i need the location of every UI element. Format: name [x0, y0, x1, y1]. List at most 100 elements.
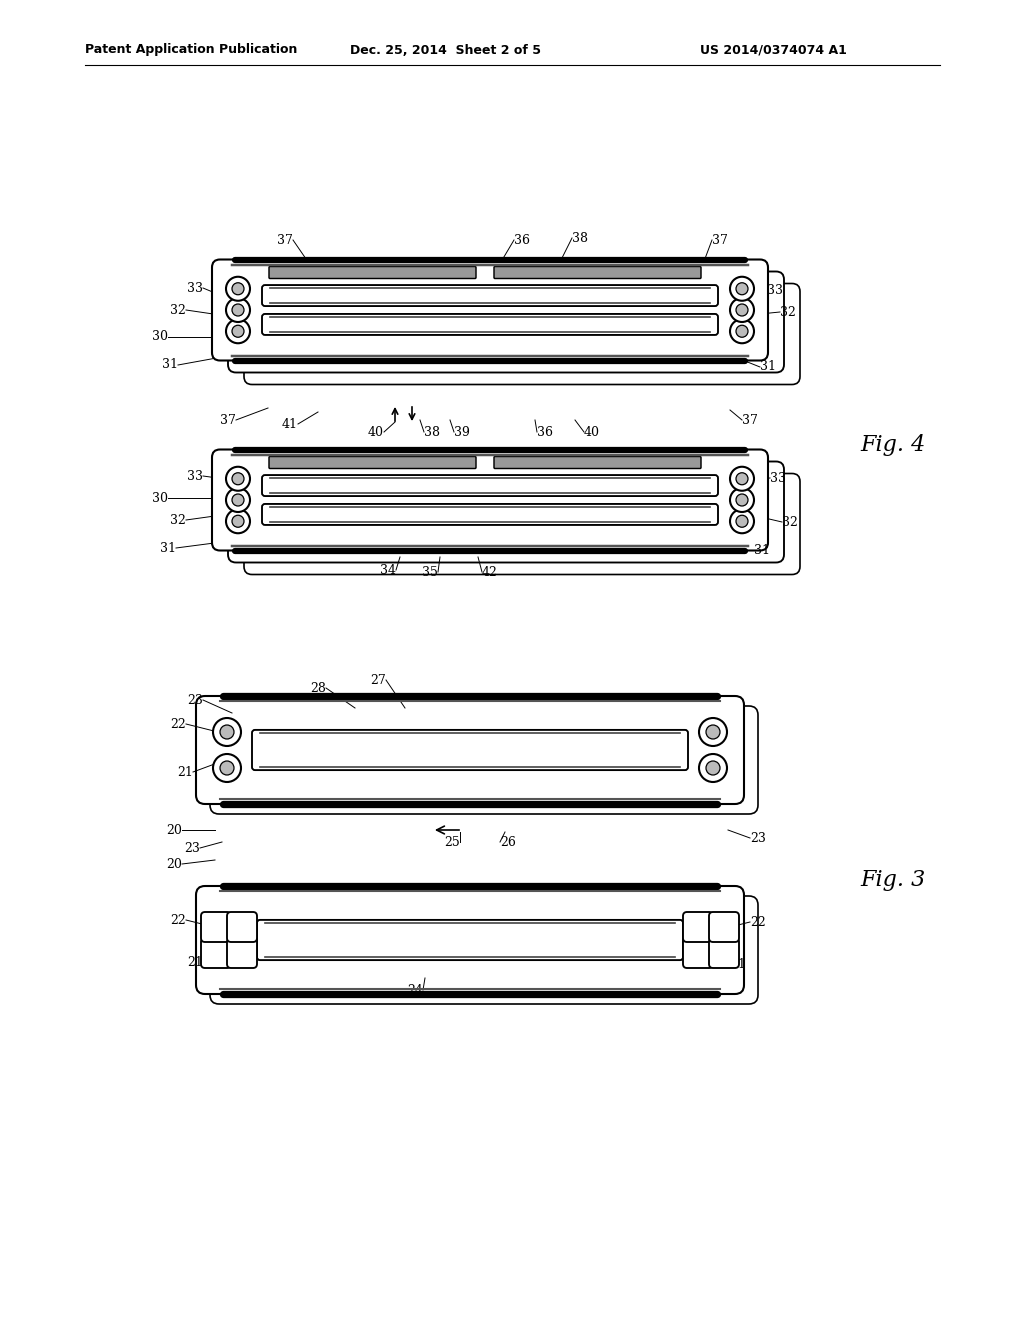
FancyBboxPatch shape: [201, 912, 231, 942]
Circle shape: [226, 319, 250, 343]
Text: 33: 33: [187, 281, 203, 294]
Circle shape: [736, 282, 748, 294]
FancyBboxPatch shape: [269, 267, 476, 279]
Text: 38: 38: [424, 425, 440, 438]
FancyBboxPatch shape: [262, 504, 718, 525]
FancyBboxPatch shape: [262, 475, 718, 496]
Text: 21: 21: [730, 957, 745, 970]
FancyBboxPatch shape: [210, 896, 758, 1005]
FancyBboxPatch shape: [683, 912, 713, 942]
FancyBboxPatch shape: [494, 267, 701, 279]
Circle shape: [730, 277, 754, 301]
Text: 20: 20: [166, 858, 182, 870]
Text: 31: 31: [162, 359, 178, 371]
FancyBboxPatch shape: [262, 314, 718, 335]
Circle shape: [736, 325, 748, 337]
Circle shape: [226, 277, 250, 301]
Circle shape: [730, 319, 754, 343]
Circle shape: [730, 510, 754, 533]
Circle shape: [736, 304, 748, 315]
Text: 39: 39: [454, 425, 470, 438]
Text: 33: 33: [770, 471, 786, 484]
Text: 20: 20: [166, 824, 182, 837]
FancyBboxPatch shape: [228, 272, 784, 372]
Circle shape: [699, 718, 727, 746]
Circle shape: [220, 762, 234, 775]
Text: 23: 23: [750, 832, 766, 845]
Circle shape: [232, 494, 244, 506]
Text: 37: 37: [712, 234, 728, 247]
Text: 21: 21: [187, 956, 203, 969]
Text: 34: 34: [380, 564, 396, 577]
FancyBboxPatch shape: [269, 457, 476, 469]
FancyBboxPatch shape: [244, 284, 800, 384]
FancyBboxPatch shape: [252, 730, 688, 770]
Text: 23: 23: [187, 693, 203, 706]
Circle shape: [226, 298, 250, 322]
Text: 41: 41: [282, 417, 298, 430]
Circle shape: [232, 515, 244, 527]
FancyBboxPatch shape: [201, 939, 231, 968]
Text: 36: 36: [537, 425, 553, 438]
Text: Patent Application Publication: Patent Application Publication: [85, 44, 297, 57]
Text: 35: 35: [422, 565, 438, 578]
FancyBboxPatch shape: [244, 474, 800, 574]
FancyBboxPatch shape: [212, 260, 768, 360]
Circle shape: [232, 325, 244, 337]
Text: 37: 37: [278, 234, 293, 247]
Circle shape: [736, 473, 748, 484]
Circle shape: [232, 473, 244, 484]
Text: 31: 31: [160, 541, 176, 554]
Text: 40: 40: [584, 425, 600, 438]
Text: Dec. 25, 2014  Sheet 2 of 5: Dec. 25, 2014 Sheet 2 of 5: [350, 44, 541, 57]
Text: 21: 21: [177, 766, 193, 779]
FancyBboxPatch shape: [262, 285, 718, 306]
FancyBboxPatch shape: [494, 457, 701, 469]
FancyBboxPatch shape: [227, 912, 257, 942]
Text: 23: 23: [184, 842, 200, 854]
Text: 30: 30: [152, 491, 168, 504]
Circle shape: [730, 488, 754, 512]
Text: 32: 32: [780, 305, 796, 318]
Text: 40: 40: [368, 425, 384, 438]
Circle shape: [226, 510, 250, 533]
Text: 37: 37: [220, 413, 236, 426]
FancyBboxPatch shape: [196, 886, 744, 994]
FancyBboxPatch shape: [227, 939, 257, 968]
Text: 30: 30: [152, 330, 168, 343]
FancyBboxPatch shape: [196, 696, 744, 804]
Text: 27: 27: [370, 673, 386, 686]
Text: 22: 22: [170, 718, 186, 730]
Circle shape: [220, 725, 234, 739]
Circle shape: [736, 515, 748, 527]
Text: 32: 32: [170, 304, 186, 317]
Text: 24: 24: [408, 983, 423, 997]
Circle shape: [226, 467, 250, 491]
Text: 33: 33: [187, 470, 203, 483]
Text: 33: 33: [767, 284, 783, 297]
Text: 22: 22: [170, 913, 186, 927]
FancyBboxPatch shape: [709, 912, 739, 942]
Circle shape: [736, 494, 748, 506]
Text: Fig. 3: Fig. 3: [860, 869, 926, 891]
Circle shape: [730, 298, 754, 322]
Circle shape: [232, 304, 244, 315]
FancyBboxPatch shape: [212, 450, 768, 550]
FancyBboxPatch shape: [228, 462, 784, 562]
FancyBboxPatch shape: [210, 706, 758, 814]
Circle shape: [706, 762, 720, 775]
Text: 36: 36: [514, 234, 530, 247]
Text: 31: 31: [754, 544, 770, 557]
Text: 32: 32: [782, 516, 798, 528]
Text: 42: 42: [482, 565, 498, 578]
Text: Fig. 4: Fig. 4: [860, 434, 926, 455]
FancyBboxPatch shape: [683, 939, 713, 968]
Circle shape: [213, 754, 241, 781]
Circle shape: [213, 718, 241, 746]
Text: 37: 37: [742, 413, 758, 426]
Circle shape: [730, 467, 754, 491]
Text: 25: 25: [444, 836, 460, 849]
Text: 38: 38: [572, 231, 588, 244]
Circle shape: [232, 282, 244, 294]
Circle shape: [699, 754, 727, 781]
